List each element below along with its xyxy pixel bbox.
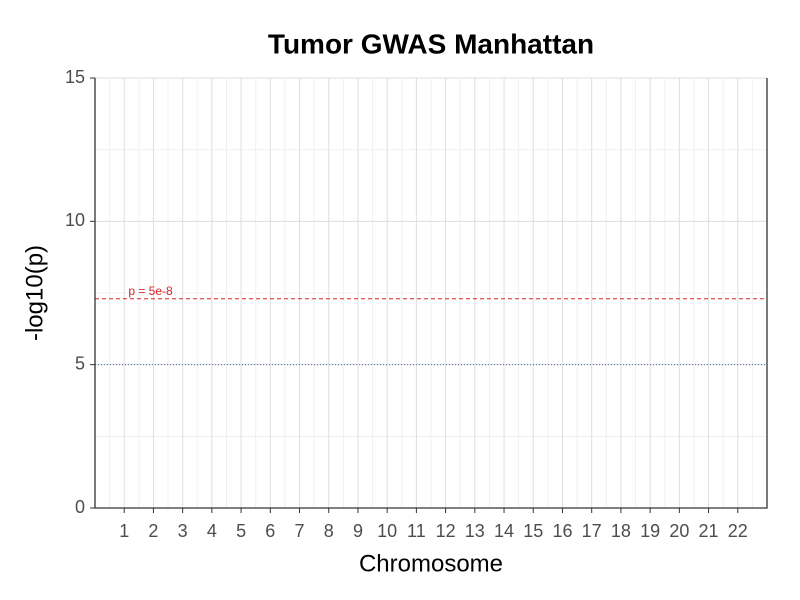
x-tick-label: 6 — [265, 521, 275, 541]
x-tick-label: 18 — [611, 521, 631, 541]
x-tick-label: 10 — [377, 521, 397, 541]
x-tick-label: 8 — [324, 521, 334, 541]
y-axis-title: -log10(p) — [21, 245, 48, 341]
y-tick-label: 5 — [75, 353, 85, 373]
x-tick-label: 4 — [207, 521, 217, 541]
y-tick-label: 0 — [75, 497, 85, 517]
x-tick-label: 14 — [494, 521, 514, 541]
y-tick-label: 15 — [65, 67, 85, 87]
x-tick-label: 11 — [407, 521, 426, 541]
x-tick-label: 20 — [669, 521, 689, 541]
x-tick-label: 15 — [523, 521, 543, 541]
x-tick-label: 7 — [295, 521, 305, 541]
x-tick-label: 13 — [465, 521, 485, 541]
x-tick-label: 5 — [236, 521, 246, 541]
x-tick-label: 16 — [552, 521, 572, 541]
x-tick-label: 19 — [640, 521, 660, 541]
x-tick-label: 22 — [728, 521, 748, 541]
chart-title: Tumor GWAS Manhattan — [268, 28, 594, 59]
threshold-label: p = 5e-8 — [128, 284, 173, 298]
x-tick-label: 17 — [582, 521, 602, 541]
y-tick-label: 10 — [65, 210, 85, 230]
x-tick-label: 1 — [119, 521, 129, 541]
x-tick-label: 3 — [178, 521, 188, 541]
x-tick-label: 2 — [148, 521, 158, 541]
axis-frame — [94, 78, 768, 509]
x-axis-title: Chromosome — [359, 550, 503, 577]
x-tick-label: 21 — [699, 521, 719, 541]
x-tick-label: 12 — [436, 521, 456, 541]
x-tick-label: 9 — [353, 521, 363, 541]
